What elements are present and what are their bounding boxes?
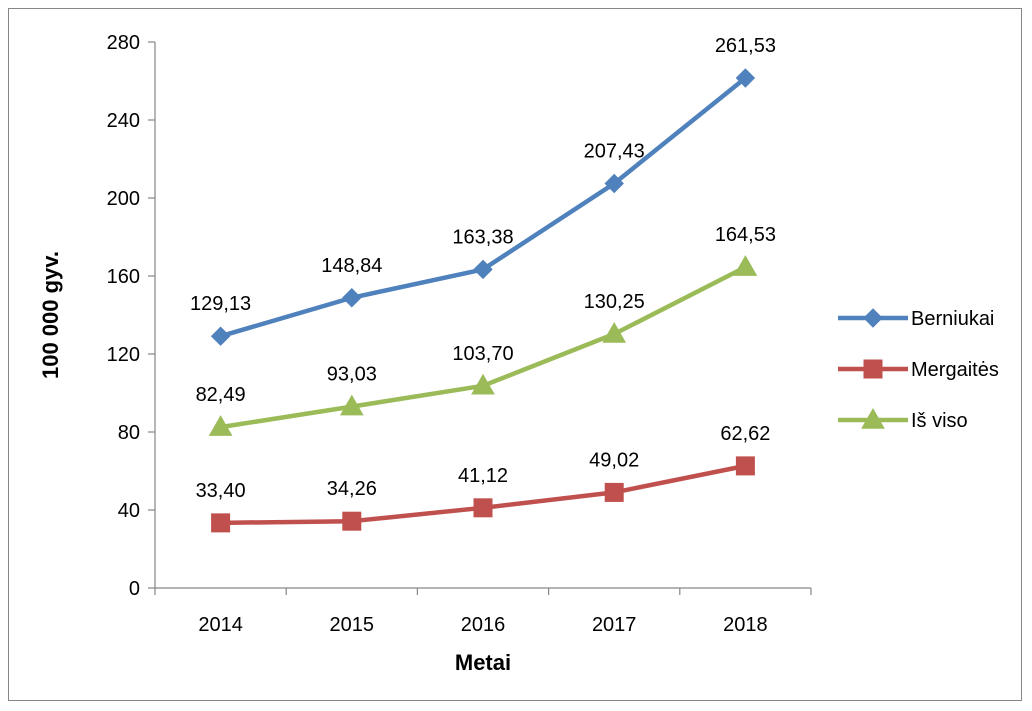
series-line (218, 75, 748, 339)
data-point-marker (733, 255, 758, 276)
data-label: 207,43 (584, 141, 645, 163)
axes (154, 42, 811, 589)
y-axis-ticks: 0 40 80 120 160 200 240 280 (107, 32, 155, 600)
y-tick-label: 240 (107, 110, 140, 132)
x-tick-label: 2014 (198, 614, 243, 636)
data-point-marker (208, 415, 233, 436)
data-label: 49,02 (589, 449, 639, 471)
x-axis-title: Metai (455, 650, 511, 675)
data-label: 41,12 (458, 465, 508, 487)
data-point-marker (342, 288, 362, 308)
data-label: 163,38 (452, 226, 513, 248)
data-label: 103,70 (452, 343, 513, 365)
x-tick-label: 2018 (723, 614, 768, 636)
data-point-marker (735, 456, 755, 476)
data-point-marker (471, 373, 495, 395)
data-labels: 129,13 148,84 163,38 207,43 261,53 33,40 34,26… (190, 35, 776, 502)
data-point-marker (339, 394, 364, 416)
legend-marker (863, 359, 883, 379)
legend-item: Iš viso (838, 407, 968, 432)
data-point-marker (602, 322, 627, 343)
series-layer (208, 68, 758, 533)
y-tick-label: 200 (107, 188, 140, 210)
data-point-marker (210, 326, 231, 346)
y-tick-label: 40 (118, 500, 140, 522)
y-axis-title: 100 000 gyv. (38, 251, 63, 379)
data-point-marker (473, 498, 493, 518)
data-label: 129,13 (190, 293, 251, 315)
data-label: 33,40 (196, 480, 246, 502)
legend-item: Mergaitės (838, 359, 999, 381)
y-tick-label: 280 (107, 32, 140, 54)
y-tick-label: 0 (129, 578, 140, 600)
data-point-marker (342, 511, 362, 531)
data-label: 130,25 (584, 291, 645, 313)
x-tick-label: 2015 (330, 614, 375, 636)
data-label: 82,49 (196, 384, 246, 406)
x-axis-ticks: 2014 2015 2016 2017 2018 (154, 588, 812, 636)
legend-label: Berniukai (911, 308, 994, 330)
x-tick-label: 2017 (592, 614, 637, 636)
data-point-marker (735, 68, 756, 88)
data-label: 148,84 (321, 255, 382, 277)
data-label: 34,26 (327, 478, 377, 500)
legend-item: Berniukai (838, 308, 994, 330)
y-tick-label: 160 (107, 266, 140, 288)
legend-label: Mergaitės (911, 359, 999, 381)
legend: Berniukai Mergaitės Iš viso (838, 308, 999, 432)
chart-frame (8, 8, 1022, 701)
data-point-marker (604, 482, 624, 502)
data-label: 62,62 (720, 423, 770, 445)
data-point-marker (604, 173, 624, 194)
x-tick-label: 2016 (461, 614, 506, 636)
data-point-marker (473, 259, 493, 280)
y-tick-label: 120 (107, 344, 140, 366)
legend-marker (861, 407, 885, 429)
legend-marker (863, 308, 883, 328)
data-label: 164,53 (715, 224, 776, 246)
data-point-marker (211, 513, 231, 533)
legend-label: Iš viso (911, 410, 968, 432)
data-label: 261,53 (715, 35, 776, 57)
y-tick-label: 80 (118, 422, 140, 444)
data-label: 93,03 (327, 364, 377, 386)
